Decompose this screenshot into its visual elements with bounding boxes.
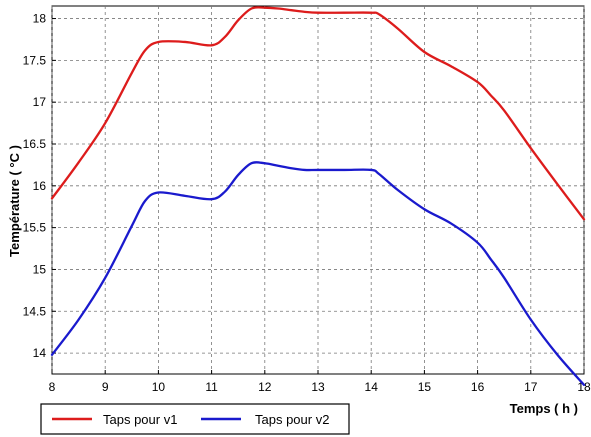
y-tick-label: 15.5 bbox=[23, 221, 47, 235]
y-tick-label: 17 bbox=[33, 95, 47, 109]
y-tick-label: 16.5 bbox=[23, 137, 47, 151]
y-tick-label: 16 bbox=[33, 179, 47, 193]
x-tick-label: 13 bbox=[311, 380, 325, 394]
y-axis-title: Température ( °C ) bbox=[7, 145, 22, 257]
x-tick-label: 8 bbox=[49, 380, 56, 394]
y-tick-label: 18 bbox=[33, 12, 47, 26]
x-tick-label: 9 bbox=[102, 380, 109, 394]
legend: Taps pour v1 Taps pour v2 bbox=[40, 403, 350, 435]
series-line-2 bbox=[50, 161, 586, 387]
grid bbox=[51, 6, 585, 374]
x-tick-label: 17 bbox=[524, 380, 538, 394]
x-tick-label: 15 bbox=[418, 380, 432, 394]
y-tick-label: 14.5 bbox=[23, 304, 47, 318]
series-lines bbox=[50, 6, 586, 387]
x-axis-title: Temps ( h ) bbox=[510, 401, 578, 416]
x-tick-label: 18 bbox=[577, 380, 591, 394]
x-tick-label: 16 bbox=[471, 380, 485, 394]
y-tick-label: 15 bbox=[33, 262, 47, 276]
legend-label-v2: Taps pour v2 bbox=[255, 412, 329, 427]
series-line-1 bbox=[50, 6, 586, 221]
legend-box bbox=[40, 403, 350, 435]
x-tick-label: 14 bbox=[365, 380, 379, 394]
y-tick-label: 14 bbox=[33, 346, 47, 360]
x-tick-label: 10 bbox=[152, 380, 166, 394]
y-tick-label: 17.5 bbox=[23, 53, 47, 67]
legend-label-v1: Taps pour v1 bbox=[103, 412, 177, 427]
y-axis-ticks: 14 14.5 15 15.5 16 16.5 17 17.5 18 bbox=[23, 12, 56, 360]
x-tick-label: 11 bbox=[205, 380, 218, 394]
x-axis-ticks: 8 9 10 11 12 13 14 15 16 17 18 bbox=[49, 370, 591, 394]
x-tick-label: 12 bbox=[258, 380, 272, 394]
